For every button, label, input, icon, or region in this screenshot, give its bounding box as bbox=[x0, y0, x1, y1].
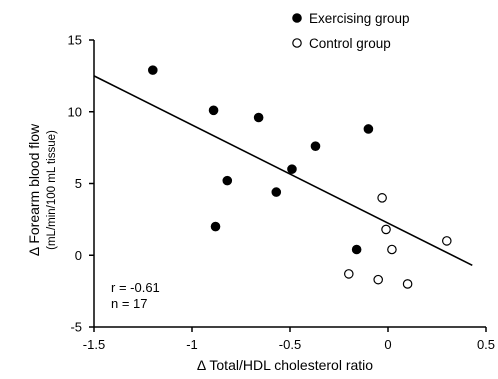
x-tick-label: 0 bbox=[384, 337, 391, 352]
exercising-point bbox=[271, 187, 282, 197]
y-axis-title: Δ Forearm blood flow bbox=[26, 123, 42, 256]
control-point bbox=[377, 193, 387, 203]
exercising-point bbox=[310, 141, 321, 151]
exercising-point bbox=[208, 105, 219, 116]
exercising-point bbox=[287, 164, 297, 174]
legend-label-exercising: Exercising group bbox=[309, 11, 410, 26]
exercising-point bbox=[148, 65, 158, 75]
control-point bbox=[387, 244, 397, 255]
y-axis-unit: (mL/min/100 mL tissue) bbox=[46, 130, 58, 250]
x-tick-label: -0.5 bbox=[279, 337, 301, 352]
r-annotation: r = -0.61 bbox=[111, 280, 160, 295]
exercising-point bbox=[210, 221, 221, 232]
regression-line bbox=[93, 75, 473, 267]
y-tick-label: 15 bbox=[68, 33, 82, 48]
legend: Exercising group Control group bbox=[292, 11, 410, 51]
n-annotation: n = 17 bbox=[111, 296, 148, 311]
control-point bbox=[381, 224, 391, 235]
y-tick-label: 10 bbox=[68, 104, 82, 119]
y-tick-label: 0 bbox=[75, 248, 82, 263]
legend-marker-control bbox=[292, 38, 302, 48]
control-point bbox=[402, 279, 413, 289]
exercising-point bbox=[363, 124, 374, 134]
legend-label-control: Control group bbox=[309, 36, 391, 51]
x-ticks: -1.5 -1 -0.5 0 0.5 bbox=[83, 327, 495, 352]
control-point bbox=[441, 236, 452, 246]
control-point bbox=[343, 269, 354, 279]
x-tick-label: -1 bbox=[186, 337, 198, 352]
y-tick-label: 5 bbox=[75, 176, 82, 191]
x-tick-label: -1.5 bbox=[83, 337, 105, 352]
y-tick-label: -5 bbox=[70, 320, 82, 335]
data-points bbox=[148, 65, 452, 289]
control-point bbox=[373, 274, 383, 285]
x-axis-title: Δ Total/HDL cholesterol ratio bbox=[197, 357, 373, 373]
legend-marker-exercising bbox=[292, 13, 302, 23]
exercising-point bbox=[351, 244, 362, 255]
y-ticks: -5 0 5 10 15 bbox=[68, 33, 94, 335]
x-tick-label: 0.5 bbox=[477, 337, 495, 352]
exercising-point bbox=[222, 175, 233, 186]
exercising-point bbox=[253, 112, 264, 123]
